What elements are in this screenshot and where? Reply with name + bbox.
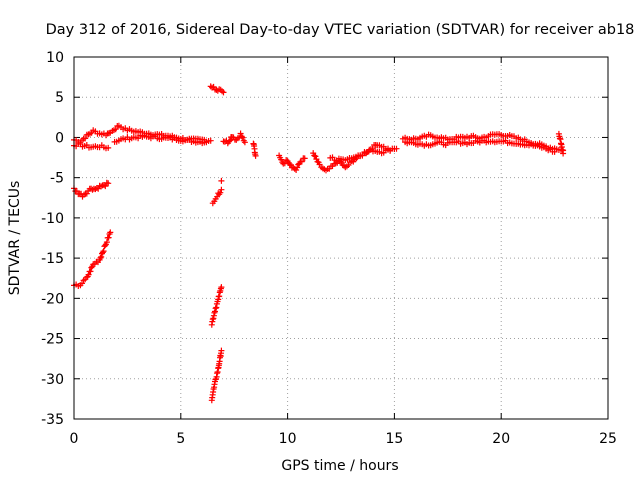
data-point [218,284,225,291]
x-tick-label: 5 [176,431,185,447]
data-point [301,155,308,162]
grid [74,57,608,419]
data-point [87,268,94,275]
data-point [99,249,106,256]
y-tick-label: -35 [41,412,64,428]
data-point [217,189,224,196]
plot-frame [73,56,609,420]
y-tick-label: 0 [55,130,64,146]
data-point [218,186,225,193]
data-point [239,134,246,141]
data-point [85,271,92,278]
data-point [203,139,210,146]
data-point [311,152,318,159]
data-point [387,147,394,154]
y-tick-label: -15 [41,251,64,267]
data-point [286,161,293,168]
data-points [71,83,567,404]
data-point [238,133,245,140]
data-point [212,305,219,312]
y-tick-label: 5 [55,90,64,106]
data-point [100,248,107,255]
data-point [102,183,109,190]
data-point [218,347,225,354]
data-point [237,130,244,137]
x-tick-label: 0 [70,431,79,447]
data-point [218,177,225,184]
y-tick-label: -5 [50,171,64,187]
x-tick-label: 10 [279,431,297,447]
x-tick-label: 25 [599,431,617,447]
data-point [98,253,105,260]
ticks: 0 5 10 15 20 25 10 5 0 -5 -10 -15 -20 -25 -30 -35 [41,50,617,447]
data-point [294,164,301,171]
data-point [241,139,248,146]
x-axis-label: GPS time / hours [281,458,398,474]
data-point [105,234,112,241]
data-point [112,126,119,133]
data-point [107,229,114,236]
data-point [73,188,80,194]
data-point [102,242,109,249]
y-axis-label: SDTVAR / TECUs [7,181,23,296]
data-point [79,280,85,287]
data-point [207,137,214,144]
data-point [88,264,95,271]
data-point [220,89,227,96]
data-point [105,144,112,151]
y-tick-label: -25 [41,332,64,348]
data-point [551,148,558,155]
data-point [298,158,305,165]
chart-title: Day 312 of 2016, Sidereal Day-to-day VTE… [46,22,635,38]
data-point [393,145,400,152]
data-point [252,152,259,159]
data-point [312,153,319,160]
y-tick-label: 10 [46,50,64,66]
data-point [105,180,112,187]
x-tick-label: 15 [385,431,403,447]
y-tick-label: -10 [41,211,64,227]
data-point [97,255,104,261]
x-tick-label: 20 [492,431,510,447]
y-tick-label: -30 [41,372,64,388]
data-point [103,239,110,246]
data-point [560,150,567,157]
data-point [225,138,232,145]
y-tick-label: -20 [41,291,64,307]
data-point [82,135,89,142]
data-point [83,190,90,197]
data-point [226,137,233,144]
